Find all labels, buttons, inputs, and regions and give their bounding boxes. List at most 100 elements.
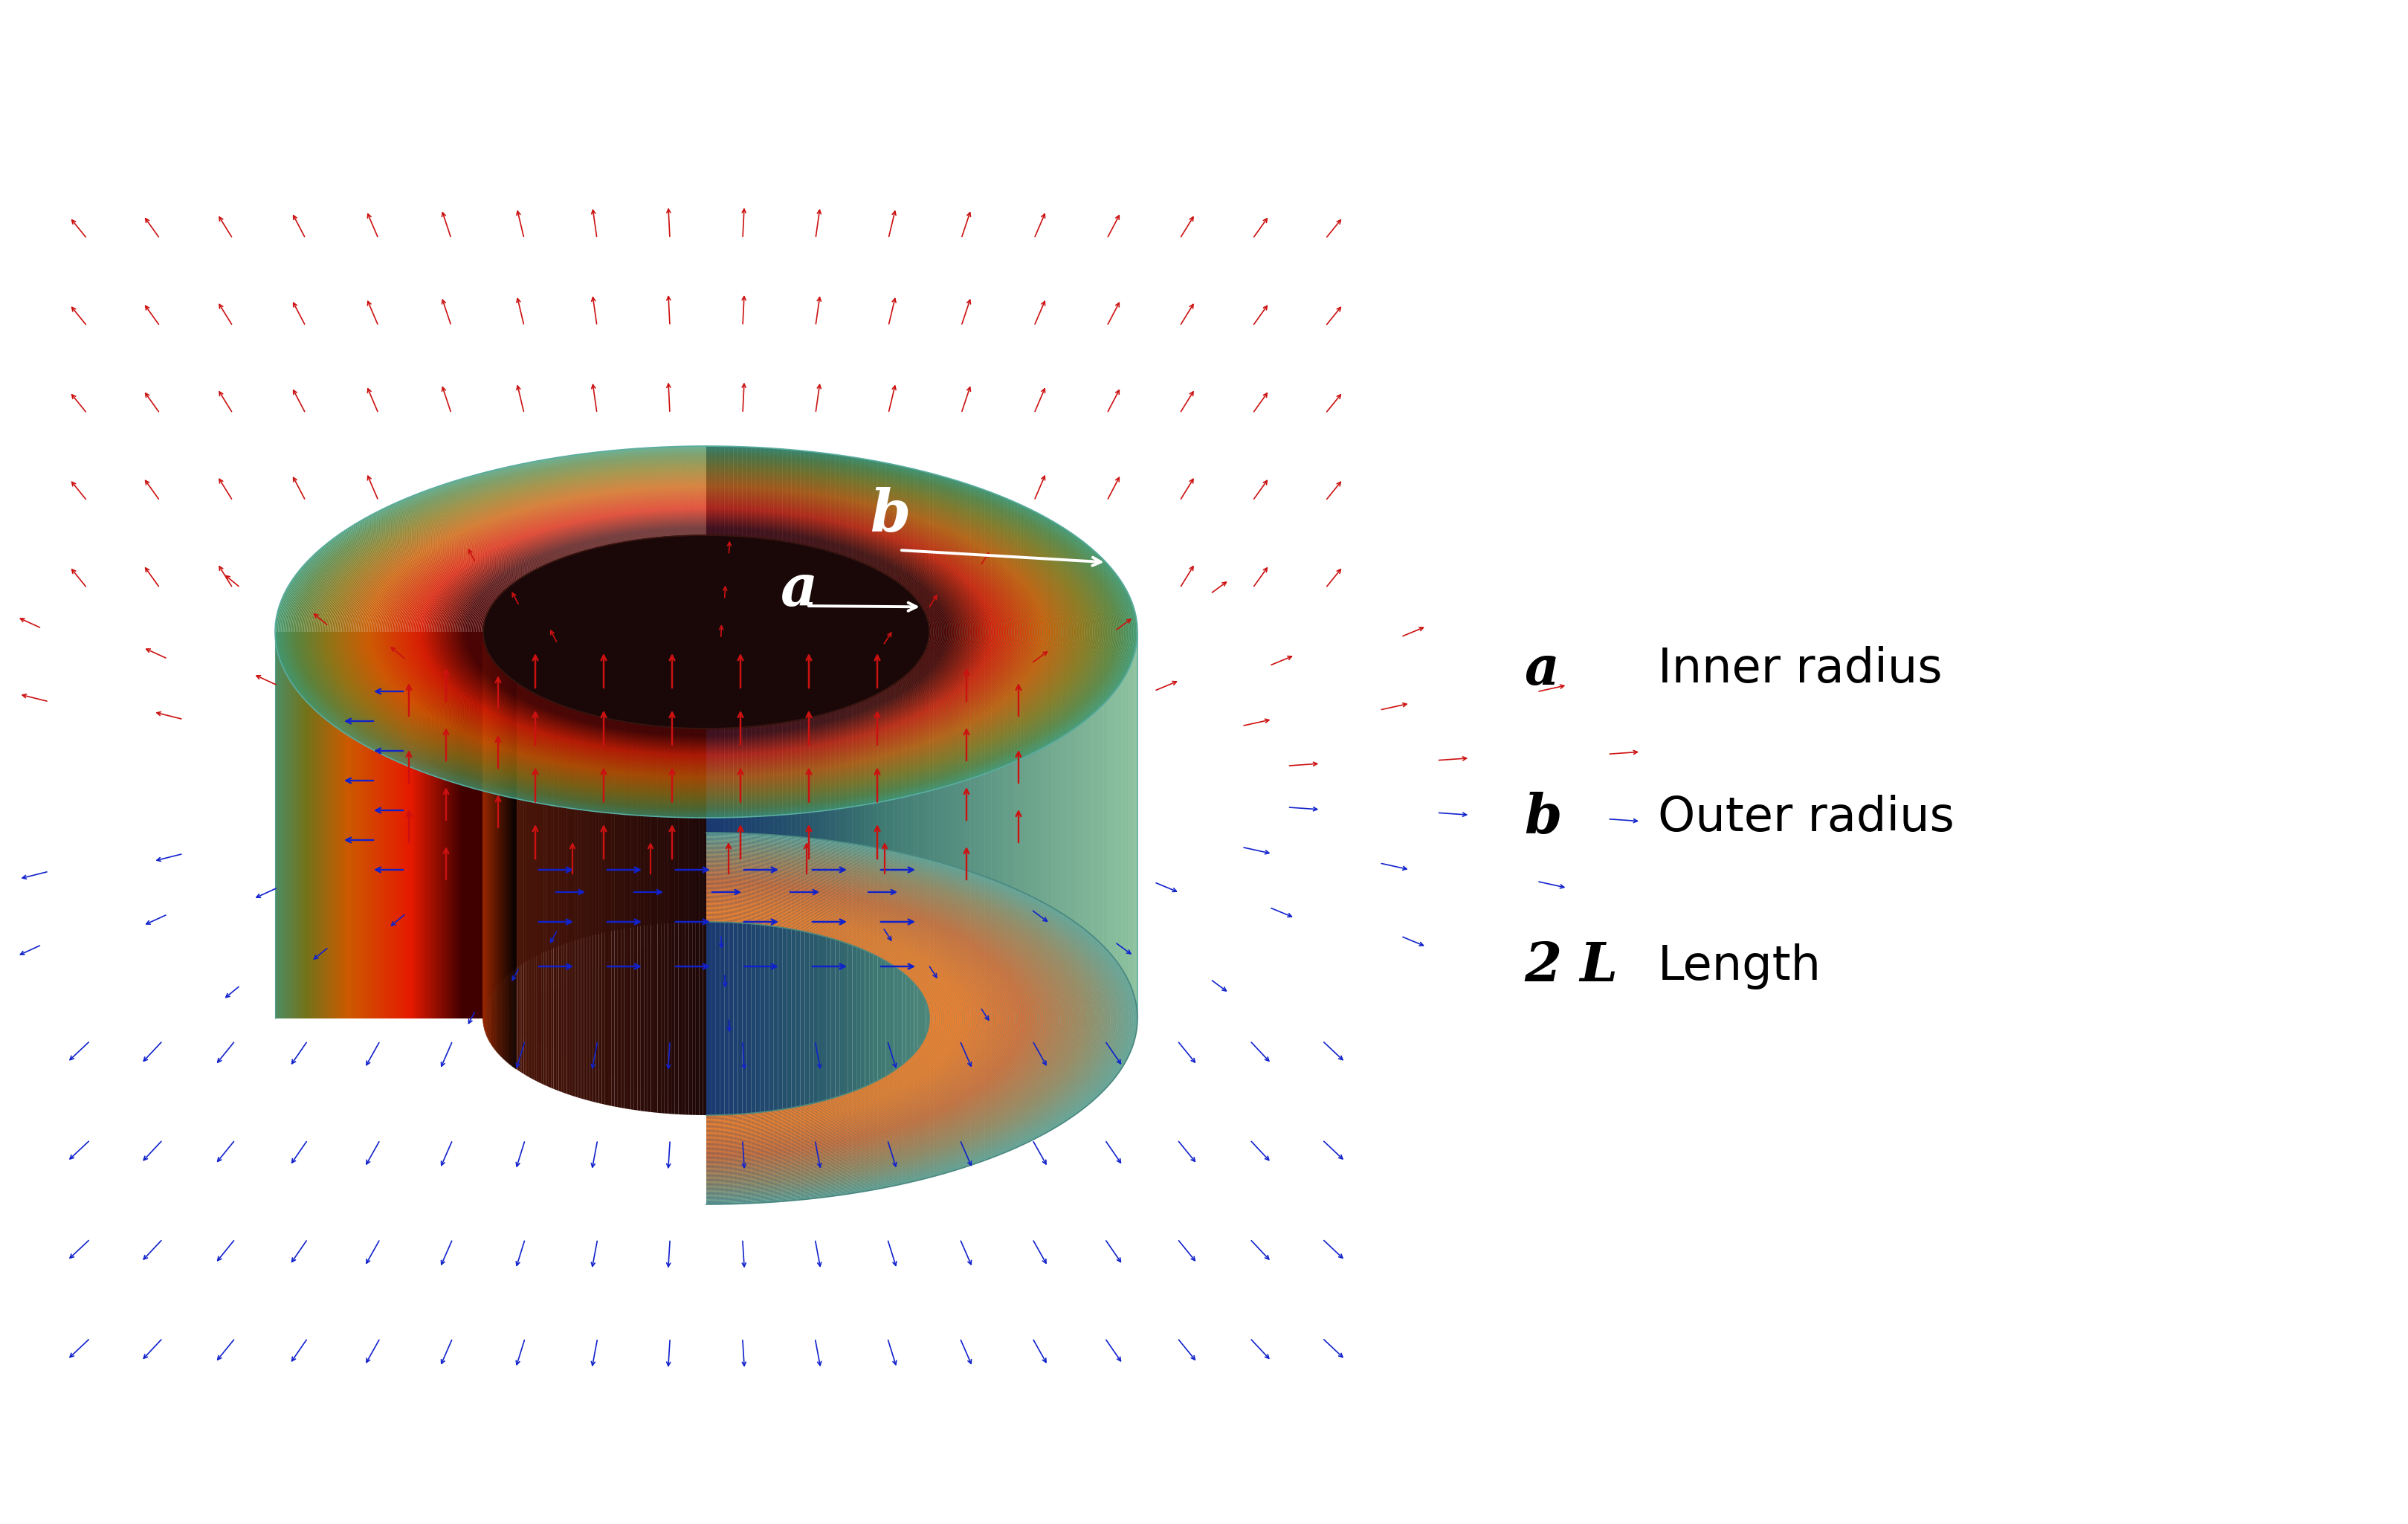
Polygon shape	[706, 884, 1019, 1154]
Polygon shape	[438, 515, 975, 748]
Polygon shape	[1047, 518, 1050, 907]
Polygon shape	[368, 486, 1045, 779]
Polygon shape	[445, 520, 966, 745]
Polygon shape	[778, 448, 783, 835]
Polygon shape	[352, 479, 1062, 785]
Polygon shape	[961, 482, 963, 869]
Polygon shape	[706, 920, 934, 1117]
Polygon shape	[992, 492, 995, 881]
Polygon shape	[438, 517, 975, 748]
Polygon shape	[402, 501, 1009, 764]
Polygon shape	[417, 506, 997, 757]
Polygon shape	[886, 800, 891, 1187]
Polygon shape	[706, 818, 710, 1204]
Polygon shape	[730, 447, 734, 834]
Polygon shape	[429, 512, 985, 753]
Polygon shape	[992, 770, 995, 1158]
Polygon shape	[840, 808, 843, 1195]
Polygon shape	[1052, 741, 1055, 1129]
Polygon shape	[633, 724, 638, 1111]
Polygon shape	[797, 814, 799, 1201]
Polygon shape	[578, 712, 580, 1099]
Polygon shape	[409, 504, 1002, 760]
Polygon shape	[706, 850, 1096, 1187]
Polygon shape	[340, 474, 1074, 791]
Polygon shape	[843, 808, 848, 1195]
Polygon shape	[864, 459, 869, 846]
Polygon shape	[706, 849, 1098, 1187]
Polygon shape	[746, 817, 751, 1204]
Polygon shape	[429, 512, 982, 751]
Polygon shape	[580, 552, 583, 939]
Polygon shape	[766, 448, 768, 835]
Polygon shape	[848, 456, 852, 844]
Polygon shape	[376, 489, 1038, 774]
Polygon shape	[318, 463, 1096, 800]
Polygon shape	[380, 491, 1033, 773]
Polygon shape	[1011, 500, 1014, 888]
Polygon shape	[706, 837, 1129, 1201]
Polygon shape	[390, 495, 1021, 768]
Polygon shape	[551, 561, 554, 949]
Polygon shape	[296, 456, 1117, 809]
Polygon shape	[465, 527, 946, 736]
Polygon shape	[1057, 738, 1060, 1126]
Polygon shape	[573, 709, 576, 1097]
Polygon shape	[819, 811, 821, 1198]
Polygon shape	[667, 536, 672, 924]
Polygon shape	[1038, 514, 1040, 902]
Polygon shape	[968, 483, 970, 872]
Polygon shape	[1009, 764, 1011, 1151]
Polygon shape	[706, 855, 1086, 1183]
Polygon shape	[706, 863, 1069, 1175]
Polygon shape	[1040, 515, 1045, 904]
Polygon shape	[706, 873, 1043, 1163]
Polygon shape	[436, 515, 975, 748]
Polygon shape	[484, 922, 929, 1116]
Polygon shape	[455, 523, 958, 741]
Polygon shape	[588, 550, 590, 937]
Polygon shape	[999, 495, 1002, 882]
Polygon shape	[706, 881, 1026, 1157]
Polygon shape	[279, 448, 1134, 817]
Polygon shape	[706, 867, 1057, 1169]
Polygon shape	[441, 517, 973, 747]
Polygon shape	[1004, 765, 1009, 1152]
Polygon shape	[284, 450, 1129, 814]
Polygon shape	[706, 872, 1045, 1164]
Polygon shape	[706, 863, 1067, 1173]
Polygon shape	[840, 456, 843, 843]
Polygon shape	[929, 472, 934, 861]
Polygon shape	[742, 817, 746, 1204]
Polygon shape	[944, 477, 949, 864]
Polygon shape	[706, 919, 937, 1117]
Polygon shape	[650, 725, 655, 1113]
Polygon shape	[590, 549, 592, 936]
Polygon shape	[706, 895, 992, 1141]
Polygon shape	[706, 905, 968, 1132]
Polygon shape	[327, 469, 1084, 796]
Polygon shape	[706, 885, 1014, 1152]
Polygon shape	[287, 451, 1127, 814]
Polygon shape	[881, 462, 886, 849]
Polygon shape	[819, 453, 821, 840]
Polygon shape	[706, 872, 1047, 1166]
Polygon shape	[306, 459, 1105, 805]
Polygon shape	[783, 814, 787, 1201]
Polygon shape	[551, 701, 554, 1090]
Polygon shape	[706, 853, 1088, 1183]
Polygon shape	[395, 498, 1016, 767]
Polygon shape	[313, 462, 1100, 802]
Polygon shape	[559, 558, 561, 946]
Polygon shape	[364, 485, 1047, 779]
Polygon shape	[643, 538, 648, 925]
Polygon shape	[706, 878, 1033, 1160]
Polygon shape	[655, 538, 657, 925]
Polygon shape	[320, 466, 1091, 799]
Polygon shape	[602, 718, 604, 1105]
Polygon shape	[279, 448, 1132, 815]
Polygon shape	[737, 817, 742, 1204]
Polygon shape	[698, 535, 703, 922]
Polygon shape	[277, 447, 1137, 817]
Polygon shape	[433, 514, 980, 750]
